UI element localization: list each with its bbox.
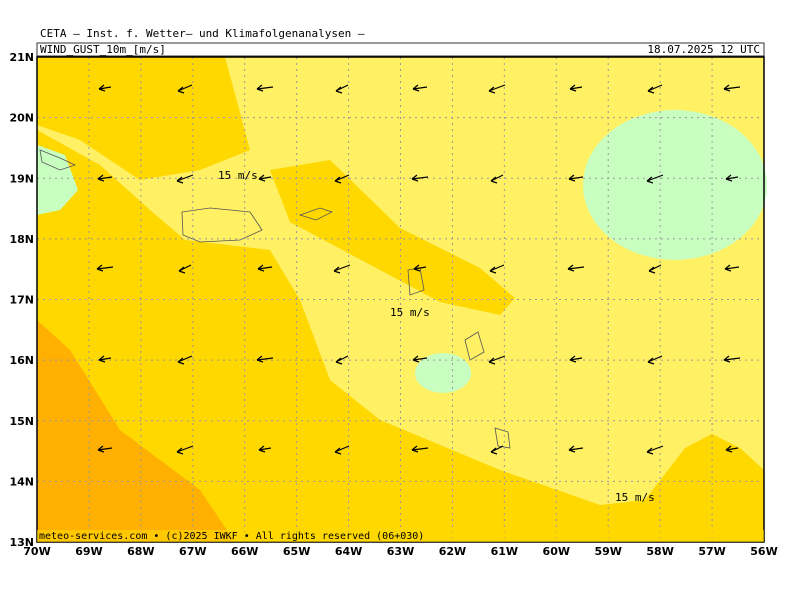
footer-band: [37, 530, 764, 542]
info-bar: [36, 42, 765, 57]
wind-arrow: [724, 264, 740, 272]
wind-arrow: [96, 264, 114, 272]
lon-label: 57W: [698, 545, 725, 558]
wind-arrow: [568, 445, 584, 453]
wind-arrow: [256, 84, 274, 92]
lon-label: 69W: [75, 545, 102, 558]
wind-arrow: [335, 84, 349, 94]
wind-arrow: [646, 174, 664, 184]
wind-arrow: [567, 264, 585, 272]
wind-arrow: [647, 84, 663, 94]
contour-label: 15 m/s: [615, 491, 655, 504]
wind-arrow: [177, 84, 193, 94]
lon-label: 66W: [231, 545, 258, 558]
wind-arrow: [725, 174, 739, 182]
lon-label: 60W: [543, 545, 570, 558]
lon-label: 68W: [127, 545, 154, 558]
graticule: [37, 57, 764, 542]
wind-arrow: [569, 84, 583, 92]
wind-arrow: [257, 264, 273, 272]
parameter: WIND_GUST_10m_[m/s]: [40, 43, 166, 56]
wind-arrow: [98, 84, 112, 92]
lon-label: 56W: [750, 545, 777, 558]
lon-label: 58W: [646, 545, 673, 558]
coastlines: [39, 149, 511, 449]
lat-label: 18N: [9, 233, 34, 246]
lon-label: 63W: [387, 545, 414, 558]
lat-label: 19N: [9, 172, 34, 185]
wind-arrow: [488, 355, 506, 365]
lon-label: 65W: [283, 545, 310, 558]
lon-label: 61W: [491, 545, 518, 558]
contour-label: 15 m/s: [390, 306, 430, 319]
wind-arrow: [333, 264, 351, 274]
wind-arrow: [569, 355, 583, 363]
lat-label: 20N: [9, 112, 34, 125]
lon-label: 62W: [439, 545, 466, 558]
lat-label: 14N: [9, 475, 34, 488]
wind-arrow: [646, 445, 664, 455]
wind-arrow: [256, 355, 274, 363]
lon-label: 64W: [335, 545, 362, 558]
lat-label: 21N: [9, 51, 34, 64]
lon-label: 59W: [594, 545, 621, 558]
wind-arrows: [96, 84, 741, 455]
wind-arrow: [723, 355, 741, 363]
wind-arrow: [334, 445, 350, 455]
wind-arrow: [490, 174, 504, 184]
lon-label: 67W: [179, 545, 206, 558]
wind-arrow: [177, 355, 193, 365]
wind-arrow: [411, 174, 429, 182]
wind-arrow: [258, 174, 272, 182]
footer: meteo-services.com • (c)2025 IWKF • All …: [39, 531, 424, 542]
wind-arrow: [490, 445, 504, 455]
wind-arrow: [97, 445, 113, 453]
wind-arrow: [413, 264, 427, 272]
wind-arrow: [648, 264, 662, 274]
lat-label: 15N: [9, 415, 34, 428]
wind-arrow: [176, 445, 194, 455]
wind-arrow: [97, 174, 113, 182]
lon-label: 70W: [23, 545, 50, 558]
wind-arrow: [723, 84, 741, 92]
wind-arrow: [412, 355, 428, 363]
lat-label: 16N: [9, 354, 34, 367]
wind-arrow: [647, 355, 663, 365]
contour-label: 15 m/s: [218, 169, 258, 182]
wind-arrow: [725, 445, 739, 453]
valid-time: 18.07.2025 12 UTC: [647, 43, 760, 56]
lat-label: 17N: [9, 294, 34, 307]
wind-arrow: [334, 174, 350, 184]
title: CETA — Inst. f. Wetter— und Klimafolgena…: [40, 27, 365, 40]
wind-arrow: [568, 174, 584, 182]
lat-label: 13N: [9, 536, 34, 549]
wind-arrow: [412, 84, 428, 92]
wind-arrow: [98, 355, 112, 363]
wind-arrow: [489, 264, 505, 274]
wind-arrow: [411, 445, 429, 453]
wind-arrow: [488, 84, 506, 94]
wind-arrow: [178, 264, 192, 274]
wind-arrow: [335, 355, 349, 365]
wind-arrow: [258, 445, 272, 453]
wind-arrow: [176, 174, 194, 184]
